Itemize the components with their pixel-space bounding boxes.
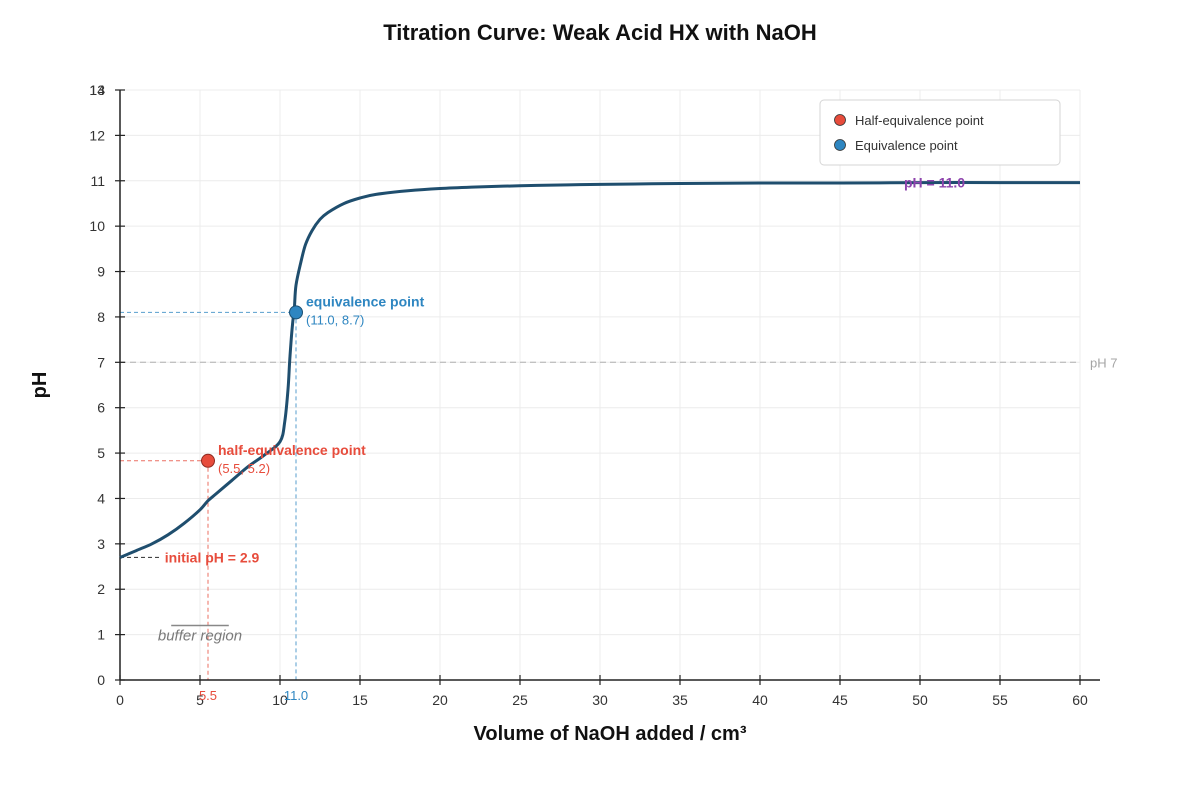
half-equivalence-point xyxy=(201,453,215,468)
x-tick-label: 45 xyxy=(832,692,848,708)
equivalence-point xyxy=(289,305,303,320)
y-tick-label: 13 xyxy=(89,82,105,98)
y-tick-label: 2 xyxy=(97,581,105,597)
titration-curve-line xyxy=(119,181,1080,559)
y-tick-label: 1 xyxy=(97,627,105,643)
x-tick-label: 35 xyxy=(672,692,688,708)
plateau-ph-label: pH = 11.0 xyxy=(904,175,965,191)
y-tick-label: 12 xyxy=(89,127,105,143)
legend-half-label: Half-equivalence point xyxy=(855,113,984,128)
x-tick-label: 55 xyxy=(992,692,1008,708)
y-tick-label: 3 xyxy=(97,536,105,552)
legend-half-marker xyxy=(834,114,846,126)
series-layer xyxy=(119,181,1080,559)
y-tick-label: 7 xyxy=(97,354,105,370)
grid xyxy=(120,89,1081,680)
y-tick-label: 8 xyxy=(97,309,105,325)
x-tick-label: 5 xyxy=(196,692,204,708)
x-tick-label: 10 xyxy=(272,692,288,708)
half-equivalence-coords: (5.5, 5.2) xyxy=(218,461,270,476)
y-tick-label: 11 xyxy=(90,173,105,189)
y-tick-label: 6 xyxy=(97,400,105,416)
legend-equiv-label: Equivalence point xyxy=(855,138,958,153)
equivalence-label: equivalence point xyxy=(306,293,425,309)
annotation-layer: half-equivalence point (5.5, 5.2) equivale… xyxy=(158,175,965,703)
buffer-region-label: buffer region xyxy=(158,628,242,645)
x-tick-label: 40 xyxy=(752,692,768,708)
y-tick-label: 10 xyxy=(89,218,105,234)
initial-ph-label: initial pH = 2.9 xyxy=(165,549,260,565)
half-x-tick-label: 5.5 xyxy=(199,688,217,703)
x-tick-label: 15 xyxy=(352,692,368,708)
y-tick-label: 5 xyxy=(97,445,105,461)
chart-title: Titration Curve: Weak Acid HX with NaOH xyxy=(383,20,817,45)
y-tick-label: 9 xyxy=(97,264,105,280)
half-equivalence-label: half-equivalence point xyxy=(218,442,366,458)
x-tick-label: 0 xyxy=(116,692,124,708)
y-axis-title: pH xyxy=(29,372,51,399)
x-tick-label: 60 xyxy=(1072,692,1088,708)
equiv-x-tick-label: 11.0 xyxy=(284,688,308,703)
axes: 0 5 10 15 20 25 30 35 40 45 50 55 600123456789101112… xyxy=(89,82,1100,708)
y-tick-label: 4 xyxy=(97,490,105,506)
y-tick-label-extra: 14 xyxy=(89,82,105,98)
legend: Half-equivalence point Equivalence point xyxy=(819,99,1061,166)
x-tick-label: 30 xyxy=(592,692,608,708)
legend-equiv-marker xyxy=(834,139,846,151)
x-tick-label: 25 xyxy=(512,692,528,708)
x-tick-label: 20 xyxy=(432,692,448,708)
legend-box xyxy=(819,99,1061,166)
x-axis-title: Volume of NaOH added / cm³ xyxy=(474,723,747,745)
ph7-label: pH 7 xyxy=(1090,355,1117,370)
reference-lines: pH 7 xyxy=(120,181,1117,680)
equivalence-coords: (11.0, 8.7) xyxy=(306,312,364,327)
y-tick-label: 0 xyxy=(97,672,105,688)
x-tick-label: 50 xyxy=(912,692,928,708)
